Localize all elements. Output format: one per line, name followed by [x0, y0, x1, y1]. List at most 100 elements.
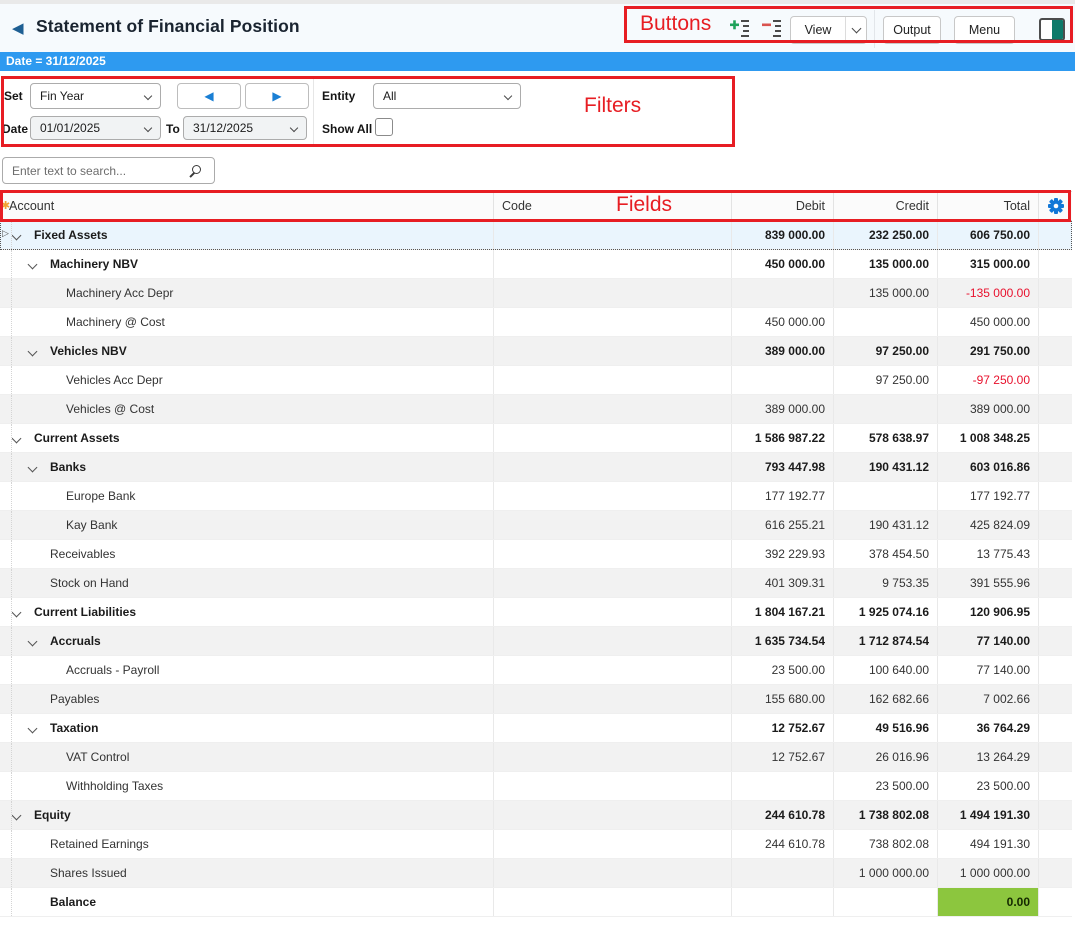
- row-tail-cell: [1038, 337, 1072, 365]
- next-period-button[interactable]: ▶: [245, 83, 309, 109]
- debit-cell: 389 000.00: [731, 395, 833, 423]
- grid-row[interactable]: Kay Bank 616 255.21 190 431.12 425 824.09: [0, 511, 1072, 540]
- previous-period-icon: ◀: [204, 89, 214, 103]
- grid-row[interactable]: Vehicles @ Cost 389 000.00 389 000.00: [0, 395, 1072, 424]
- grid-row[interactable]: Shares Issued 1 000 000.00 1 000 000.00: [0, 859, 1072, 888]
- grid-row[interactable]: Taxation 12 752.67 49 516.96 36 764.29: [0, 714, 1072, 743]
- account-label: Balance: [50, 895, 97, 909]
- code-cell: [493, 395, 731, 423]
- code-cell: [493, 424, 731, 452]
- grid-row[interactable]: Stock on Hand 401 309.31 9 753.35 391 555.9…: [0, 569, 1072, 598]
- credit-cell: 190 431.12: [833, 511, 937, 539]
- account-label: Fixed Assets: [34, 228, 108, 242]
- credit-cell: 49 516.96: [833, 714, 937, 742]
- row-tail-cell: [1038, 540, 1072, 568]
- debit-cell: 450 000.00: [731, 250, 833, 278]
- row-indicator-cell: [0, 540, 12, 568]
- debit-cell: [731, 366, 833, 394]
- previous-period-button[interactable]: ◀: [177, 83, 241, 109]
- account-cell: Accruals - Payroll: [12, 656, 493, 684]
- gear-icon: [1047, 198, 1064, 214]
- column-chooser-button[interactable]: [1038, 192, 1072, 220]
- row-indicator-cell: [0, 714, 12, 742]
- grid-row[interactable]: Balance 0.00: [0, 888, 1072, 917]
- entity-select[interactable]: All: [373, 83, 521, 109]
- debit-cell: 244 610.78: [731, 830, 833, 858]
- code-cell: [493, 859, 731, 887]
- grid-row[interactable]: Withholding Taxes 23 500.00 23 500.00: [0, 772, 1072, 801]
- grid-row[interactable]: Machinery Acc Depr 135 000.00 -135 000.00: [0, 279, 1072, 308]
- grid-row[interactable]: Current Assets 1 586 987.22 578 638.97 1 00…: [0, 424, 1072, 453]
- account-label: Current Liabilities: [34, 605, 137, 619]
- expand-all-button[interactable]: [727, 16, 753, 42]
- row-tail-cell: [1038, 830, 1072, 858]
- back-icon[interactable]: ◀: [12, 20, 24, 37]
- code-cell: [493, 714, 731, 742]
- row-tail-cell: [1038, 685, 1072, 713]
- date-to-select[interactable]: 31/12/2025: [183, 116, 307, 140]
- account-cell: Equity: [12, 801, 493, 829]
- toolbar-divider: [874, 10, 875, 48]
- credit-cell: 578 638.97: [833, 424, 937, 452]
- debit-cell: 839 000.00: [731, 221, 833, 249]
- grid-row[interactable]: Machinery @ Cost 450 000.00 450 000.00: [0, 308, 1072, 337]
- row-tail-cell: [1038, 627, 1072, 655]
- panel-toggle-icon[interactable]: [1039, 18, 1065, 41]
- account-label: Accruals: [50, 634, 101, 648]
- column-header-code[interactable]: Code: [493, 192, 731, 220]
- column-header-account[interactable]: Account: [0, 192, 493, 220]
- total-cell: 1 008 348.25: [937, 424, 1038, 452]
- grid-row[interactable]: Accruals 1 635 734.54 1 712 874.54 77 140.0…: [0, 627, 1072, 656]
- code-cell: [493, 366, 731, 394]
- search-input[interactable]: Enter text to search...: [2, 157, 215, 184]
- debit-cell: 12 752.67: [731, 743, 833, 771]
- debit-cell: 392 229.93: [731, 540, 833, 568]
- grid-row[interactable]: Retained Earnings 244 610.78 738 802.08 494…: [0, 830, 1072, 859]
- show-all-checkbox[interactable]: [375, 118, 393, 136]
- grid-row[interactable]: Accruals - Payroll 23 500.00 100 640.00 77 …: [0, 656, 1072, 685]
- set-select[interactable]: Fin Year: [30, 83, 161, 109]
- focused-row-indicator-icon: ▷: [2, 228, 9, 238]
- grid-row[interactable]: Machinery NBV 450 000.00 135 000.00 315 000…: [0, 250, 1072, 279]
- credit-cell: 1 712 874.54: [833, 627, 937, 655]
- total-cell: 1 494 191.30: [937, 801, 1038, 829]
- total-cell: 425 824.09: [937, 511, 1038, 539]
- debit-cell: 1 586 987.22: [731, 424, 833, 452]
- grid-row[interactable]: Europe Bank 177 192.77 177 192.77: [0, 482, 1072, 511]
- page-title: Statement of Financial Position: [36, 16, 300, 36]
- account-cell: Stock on Hand: [12, 569, 493, 597]
- collapse-all-button[interactable]: [759, 16, 785, 42]
- grid-row[interactable]: VAT Control 12 752.67 26 016.96 13 264.29: [0, 743, 1072, 772]
- total-cell: -97 250.00: [937, 366, 1038, 394]
- menu-button[interactable]: Menu: [954, 16, 1015, 44]
- account-cell: Taxation: [12, 714, 493, 742]
- code-cell: [493, 482, 731, 510]
- code-cell: [493, 250, 731, 278]
- grid-row[interactable]: Vehicles Acc Depr 97 250.00 -97 250.00: [0, 366, 1072, 395]
- grid-row[interactable]: Equity 244 610.78 1 738 802.08 1 494 191.30: [0, 801, 1072, 830]
- total-cell: 7 002.66: [937, 685, 1038, 713]
- debit-cell: 244 610.78: [731, 801, 833, 829]
- grid-header: ✱ Account Code Debit Credit Total: [0, 191, 1072, 221]
- code-cell: [493, 308, 731, 336]
- grid-row[interactable]: Receivables 392 229.93 378 454.50 13 775.43: [0, 540, 1072, 569]
- grid-row[interactable]: Vehicles NBV 389 000.00 97 250.00 291 750.0…: [0, 337, 1072, 366]
- column-header-debit[interactable]: Debit: [731, 192, 833, 220]
- row-tail-cell: [1038, 221, 1072, 249]
- column-header-credit[interactable]: Credit: [833, 192, 937, 220]
- grid-row[interactable]: Payables 155 680.00 162 682.66 7 002.66: [0, 685, 1072, 714]
- search-icon: [192, 165, 201, 174]
- debit-cell: 1 804 167.21: [731, 598, 833, 626]
- credit-cell: 100 640.00: [833, 656, 937, 684]
- date-from-select[interactable]: 01/01/2025: [30, 116, 161, 140]
- grid-row[interactable]: ▷ Fixed Assets 839 000.00 232 250.00 606 750…: [0, 221, 1072, 250]
- account-label: Vehicles Acc Depr: [66, 373, 163, 387]
- chevron-down-icon[interactable]: [846, 23, 866, 34]
- output-button[interactable]: Output: [883, 16, 941, 44]
- grid-row[interactable]: Current Liabilities 1 804 167.21 1 925 074…: [0, 598, 1072, 627]
- grid-row[interactable]: Banks 793 447.98 190 431.12 603 016.86: [0, 453, 1072, 482]
- row-indicator-cell: [0, 279, 12, 307]
- total-cell: 494 191.30: [937, 830, 1038, 858]
- view-dropdown-button[interactable]: View: [790, 16, 867, 44]
- column-header-total[interactable]: Total: [937, 192, 1038, 220]
